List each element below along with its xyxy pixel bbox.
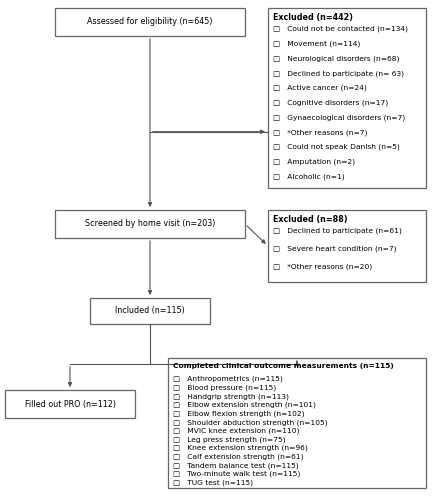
Text: Completed clinical outcome measurements (n=115): Completed clinical outcome measurements … (173, 363, 394, 369)
Text: Excluded (n=442): Excluded (n=442) (273, 13, 353, 22)
Text: Screened by home visit (n=203): Screened by home visit (n=203) (85, 220, 215, 228)
FancyBboxPatch shape (5, 390, 135, 418)
Text: □   Severe heart condition (n=7): □ Severe heart condition (n=7) (273, 246, 397, 252)
Text: □   Anthropometrics (n=115): □ Anthropometrics (n=115) (173, 376, 283, 382)
Text: □   Neurological disorders (n=68): □ Neurological disorders (n=68) (273, 56, 399, 62)
Text: □   Movement (n=114): □ Movement (n=114) (273, 40, 361, 47)
Text: □   Amputation (n=2): □ Amputation (n=2) (273, 158, 355, 165)
Text: □   TUG test (n=115): □ TUG test (n=115) (173, 480, 253, 486)
Text: □   *Other reasons (n=20): □ *Other reasons (n=20) (273, 264, 372, 270)
Text: □   Active cancer (n=24): □ Active cancer (n=24) (273, 85, 367, 91)
Text: □   Knee extension strength (n=96): □ Knee extension strength (n=96) (173, 445, 308, 452)
Text: □   Elbow extension strength (n=101): □ Elbow extension strength (n=101) (173, 402, 316, 408)
Text: □   Gynaecological disorders (n=7): □ Gynaecological disorders (n=7) (273, 114, 405, 121)
Text: Assessed for eligibility (n=645): Assessed for eligibility (n=645) (87, 18, 213, 26)
FancyBboxPatch shape (55, 210, 245, 238)
Text: □   Calf extension strength (n=61): □ Calf extension strength (n=61) (173, 454, 303, 460)
Text: □   Could not be contacted (n=134): □ Could not be contacted (n=134) (273, 26, 408, 32)
Text: □   Declined to participate (n= 63): □ Declined to participate (n= 63) (273, 70, 404, 76)
Text: □   Tandem balance test (n=115): □ Tandem balance test (n=115) (173, 462, 299, 468)
Text: □   Elbow flexion strength (n=102): □ Elbow flexion strength (n=102) (173, 410, 305, 417)
FancyBboxPatch shape (268, 210, 426, 282)
FancyBboxPatch shape (55, 8, 245, 36)
FancyBboxPatch shape (168, 358, 426, 488)
Text: Excluded (n=88): Excluded (n=88) (273, 215, 347, 224)
FancyBboxPatch shape (90, 298, 210, 324)
Text: □   Shoulder abduction strength (n=105): □ Shoulder abduction strength (n=105) (173, 419, 327, 426)
Text: □   *Other reasons (n=7): □ *Other reasons (n=7) (273, 129, 368, 136)
Text: □   MVIC knee extension (n=110): □ MVIC knee extension (n=110) (173, 428, 300, 434)
Text: Included (n=115): Included (n=115) (115, 306, 185, 316)
Text: □   Cognitive disorders (n=17): □ Cognitive disorders (n=17) (273, 100, 388, 106)
Text: □   Blood pressure (n=115): □ Blood pressure (n=115) (173, 384, 276, 391)
Text: □   Declined to participate (n=61): □ Declined to participate (n=61) (273, 228, 402, 234)
Text: □   Handgrip strength (n=113): □ Handgrip strength (n=113) (173, 393, 289, 400)
Text: Filled out PRO (n=112): Filled out PRO (n=112) (24, 400, 116, 408)
Text: □   Two-minute walk test (n=115): □ Two-minute walk test (n=115) (173, 471, 300, 478)
Text: □   Leg press strength (n=75): □ Leg press strength (n=75) (173, 436, 286, 443)
Text: □   Alcoholic (n=1): □ Alcoholic (n=1) (273, 174, 345, 180)
FancyBboxPatch shape (268, 8, 426, 188)
Text: □   Could not speak Danish (n=5): □ Could not speak Danish (n=5) (273, 144, 400, 150)
